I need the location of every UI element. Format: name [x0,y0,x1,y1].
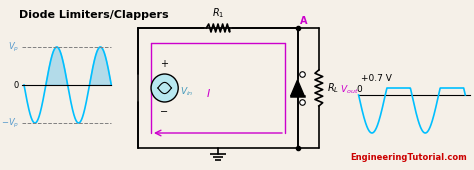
Text: −: − [160,107,168,117]
Text: $V_{in}$: $V_{in}$ [180,86,194,98]
Text: +0.7 V: +0.7 V [361,74,392,83]
Circle shape [151,74,178,102]
Polygon shape [291,80,304,96]
Text: $V_{out}$: $V_{out}$ [340,84,359,96]
Text: 0: 0 [14,81,19,89]
Text: $R_1$: $R_1$ [212,6,224,20]
Text: $I$: $I$ [206,87,211,99]
Text: +: + [160,59,168,69]
Text: $-V_p$: $-V_p$ [1,116,19,130]
Text: $V_p$: $V_p$ [8,40,19,54]
Text: $R_L$: $R_L$ [327,81,339,95]
Text: 0: 0 [356,86,363,95]
Text: A: A [301,16,308,26]
Text: Diode Limiters/Clappers: Diode Limiters/Clappers [19,10,169,20]
Text: EngineeringTutorial.com: EngineeringTutorial.com [350,153,467,162]
